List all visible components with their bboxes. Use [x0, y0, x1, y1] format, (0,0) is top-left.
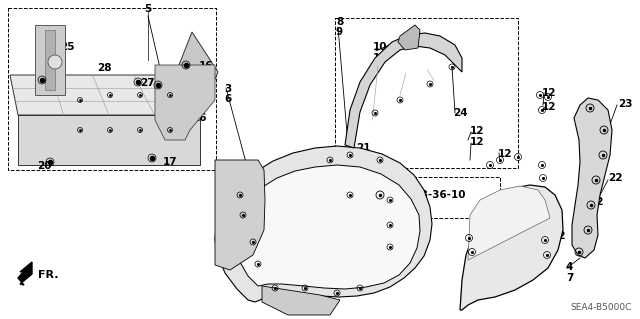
Text: 1: 1: [497, 238, 504, 248]
Text: 20: 20: [305, 246, 319, 256]
Polygon shape: [215, 160, 265, 270]
Text: 13: 13: [277, 252, 291, 262]
Text: 8: 8: [336, 17, 343, 27]
Text: 16: 16: [193, 113, 207, 123]
Polygon shape: [262, 286, 340, 315]
Text: 22: 22: [589, 197, 604, 207]
Polygon shape: [155, 65, 215, 140]
Text: 12: 12: [542, 88, 557, 98]
Polygon shape: [398, 25, 420, 50]
Text: 21: 21: [356, 155, 371, 165]
Polygon shape: [10, 75, 200, 115]
Text: 20: 20: [37, 161, 51, 171]
Text: 12: 12: [542, 102, 557, 112]
Text: 2: 2: [497, 249, 504, 259]
Text: 12: 12: [470, 137, 484, 147]
Text: 12: 12: [544, 245, 559, 255]
Text: 21: 21: [356, 143, 371, 153]
Polygon shape: [18, 115, 200, 165]
Polygon shape: [468, 186, 550, 260]
Text: 19: 19: [334, 173, 348, 183]
Polygon shape: [460, 185, 563, 310]
Text: 7: 7: [566, 273, 573, 283]
Text: 24: 24: [453, 108, 468, 118]
Text: 22: 22: [608, 173, 623, 183]
Text: 11: 11: [373, 53, 387, 63]
Text: 27: 27: [140, 78, 155, 88]
Text: 23: 23: [618, 99, 632, 109]
Text: FR.: FR.: [38, 270, 58, 280]
Text: SEA4-B5000C: SEA4-B5000C: [571, 303, 632, 313]
Polygon shape: [236, 165, 420, 289]
Text: B-36-10: B-36-10: [420, 190, 465, 200]
Polygon shape: [572, 98, 612, 258]
Text: 14: 14: [362, 184, 376, 194]
Text: 12: 12: [552, 231, 566, 241]
Polygon shape: [175, 32, 218, 115]
Text: 16: 16: [199, 61, 214, 71]
Text: 5: 5: [145, 4, 152, 14]
Text: 26: 26: [38, 73, 52, 83]
Text: 12: 12: [498, 149, 513, 159]
Text: 3: 3: [224, 84, 231, 94]
Text: 9: 9: [336, 27, 343, 37]
Text: 12: 12: [470, 126, 484, 136]
Text: 13: 13: [235, 268, 250, 278]
Text: 10: 10: [373, 42, 387, 52]
Text: 20: 20: [259, 235, 273, 245]
Text: 6: 6: [224, 94, 231, 104]
Text: 17: 17: [163, 157, 178, 167]
Polygon shape: [35, 25, 65, 95]
Text: 18: 18: [230, 223, 244, 233]
Circle shape: [48, 55, 62, 69]
Text: 15: 15: [162, 81, 177, 91]
Text: 4: 4: [566, 262, 573, 272]
Text: 25: 25: [60, 42, 74, 52]
Polygon shape: [345, 33, 462, 148]
Polygon shape: [45, 30, 55, 90]
Polygon shape: [18, 262, 32, 285]
Polygon shape: [215, 146, 432, 302]
Text: 28: 28: [97, 63, 111, 73]
Text: 18: 18: [215, 172, 230, 182]
